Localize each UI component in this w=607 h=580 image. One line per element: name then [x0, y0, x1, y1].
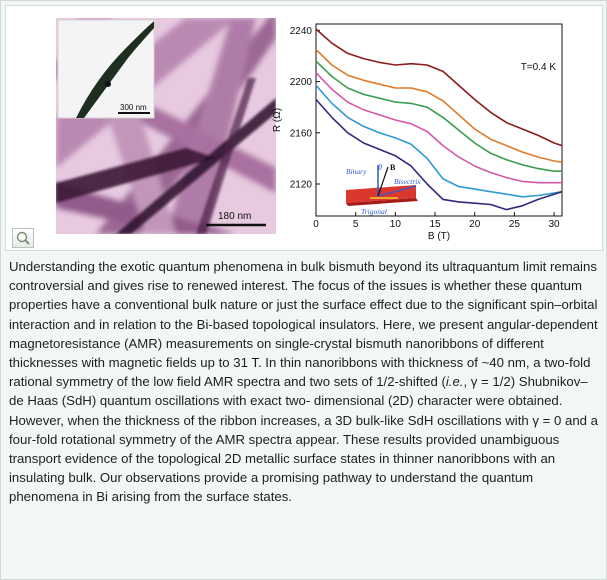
inset-trigonal-label: Trigonal	[361, 207, 387, 216]
series-line-6	[315, 98, 563, 211]
x-tick-label: 30	[549, 219, 561, 230]
x-tick-label: 20	[469, 219, 481, 230]
series-line-3	[315, 60, 562, 172]
abstract-ie: i.e.	[445, 374, 464, 390]
series-line-1	[315, 28, 563, 147]
main-scale-label: 180 nm	[218, 211, 251, 222]
abstract-part-2: , γ = 1/2) Shubnikov–de Haas (SdH) quant…	[9, 374, 598, 505]
series-line-4	[315, 72, 562, 184]
series-line-5	[315, 84, 563, 198]
field-orientation-inset: Binary θ B Bisectrix Trigonal	[346, 163, 421, 216]
y-tick-label: 2200	[290, 77, 313, 88]
abstract-text: Understanding the exotic quantum phenome…	[9, 257, 601, 507]
x-tick-label: 15	[429, 219, 441, 230]
plot-frame	[315, 23, 563, 217]
magnifier-icon	[16, 231, 30, 245]
inset-binary-label: Binary	[346, 167, 367, 176]
temperature-annotation: T=0.4 K	[521, 62, 557, 73]
x-axis-label: B (T)	[428, 231, 450, 242]
inset-bisectrix-label: Bisectrix	[394, 177, 421, 186]
magnetoresistance-chart: 0 5 10 15 20 25 30 2120 2160 2200 2240 B (T) R (Ω) T=…	[272, 23, 563, 242]
abstract-part-1: Understanding the exotic quantum phenome…	[9, 259, 598, 390]
inset-scale-label: 300 nm	[120, 103, 147, 112]
y-tick-label: 2240	[290, 26, 313, 37]
figure-panel: 300 nm 180 nm 0 5 10 15 20 25 30 2120 2160 2200 22…	[5, 5, 603, 251]
y-axis-label: R (Ω)	[272, 108, 283, 132]
y-tick-label: 2160	[290, 128, 313, 139]
zoom-button[interactable]	[12, 228, 34, 248]
y-tick-label: 2120	[290, 180, 313, 191]
x-tick-label: 5	[353, 219, 359, 230]
x-tick-label: 10	[390, 219, 402, 230]
x-tick-label: 25	[509, 219, 521, 230]
x-tick-label: 0	[313, 219, 319, 230]
inset-b-label: B	[390, 163, 396, 172]
inset-theta-label: θ	[378, 163, 382, 172]
series-line-2	[315, 49, 563, 163]
tem-micrograph: 300 nm 180 nm	[56, 18, 276, 234]
